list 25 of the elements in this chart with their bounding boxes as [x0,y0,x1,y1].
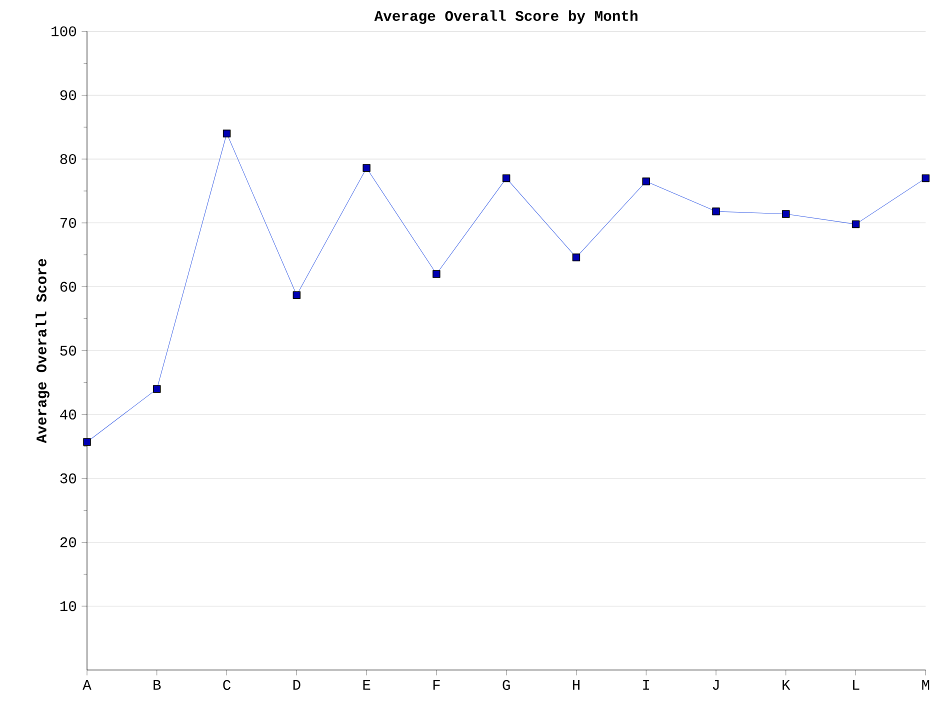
y-tick-label: 60 [60,282,76,292]
y-tick-label: 80 [60,154,76,164]
x-tick-label: G [502,680,510,690]
y-tick-label: 20 [60,537,76,548]
chart-title: Average Overall Score by Month [374,10,638,24]
x-tick-label: L [853,680,860,690]
y-tick-label: 10 [60,601,76,612]
y-tick-label: 100 [52,26,76,36]
x-tick-label: J [712,680,719,690]
x-tick-label: K [782,680,790,690]
x-tick-label: I [643,680,650,690]
y-axis-title: Average Overall Score [36,258,50,444]
x-tick-label: C [223,680,231,690]
x-tick-label: E [363,680,370,690]
x-tick-label: B [154,680,161,690]
x-tick-label: A [82,680,92,690]
x-tick-label: M [922,680,930,690]
y-tick-label: 50 [60,346,76,356]
y-tick-label: 90 [60,90,76,100]
x-tick-label: F [433,680,440,690]
y-tick-label: 30 [60,473,76,484]
y-tick-label: 70 [60,218,76,228]
x-tick-label: H [572,680,580,690]
x-tick-label: D [293,680,300,690]
y-tick-label: 40 [60,410,76,420]
